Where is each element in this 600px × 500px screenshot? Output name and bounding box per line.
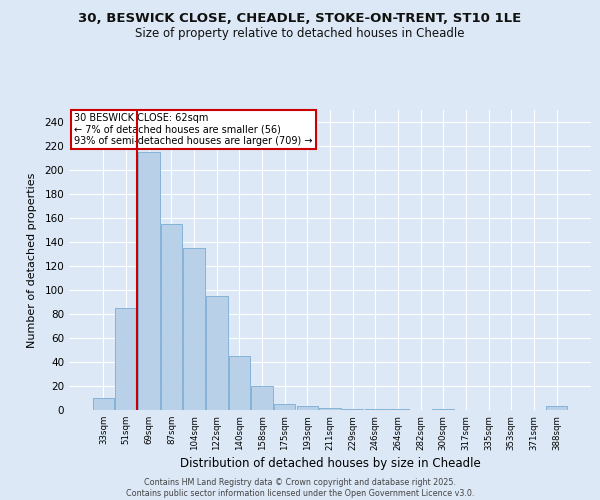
Bar	[546, 406, 567, 410]
Y-axis label: Number of detached properties: Number of detached properties	[28, 172, 37, 348]
Bar	[115, 308, 137, 410]
Bar	[229, 356, 250, 410]
Bar	[251, 386, 273, 410]
Text: 30 BESWICK CLOSE: 62sqm
← 7% of detached houses are smaller (56)
93% of semi-det: 30 BESWICK CLOSE: 62sqm ← 7% of detached…	[74, 113, 313, 146]
Bar	[274, 404, 295, 410]
Text: 30, BESWICK CLOSE, CHEADLE, STOKE-ON-TRENT, ST10 1LE: 30, BESWICK CLOSE, CHEADLE, STOKE-ON-TRE…	[79, 12, 521, 26]
Bar	[342, 409, 364, 410]
Bar	[319, 408, 341, 410]
Text: Contains HM Land Registry data © Crown copyright and database right 2025.
Contai: Contains HM Land Registry data © Crown c…	[126, 478, 474, 498]
Bar	[184, 248, 205, 410]
Bar	[365, 409, 386, 410]
X-axis label: Distribution of detached houses by size in Cheadle: Distribution of detached houses by size …	[179, 456, 481, 469]
Bar	[387, 409, 409, 410]
Text: Size of property relative to detached houses in Cheadle: Size of property relative to detached ho…	[135, 28, 465, 40]
Bar	[433, 409, 454, 410]
Bar	[161, 224, 182, 410]
Bar	[138, 152, 160, 410]
Bar	[206, 296, 227, 410]
Bar	[93, 398, 114, 410]
Bar	[296, 406, 318, 410]
